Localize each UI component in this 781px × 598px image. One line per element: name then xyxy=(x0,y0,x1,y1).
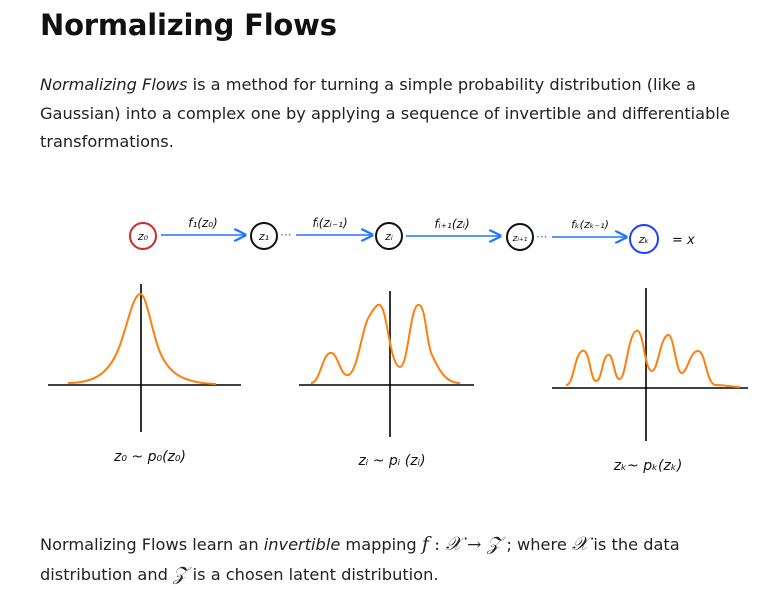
outro-text-1: Normalizing Flows learn an xyxy=(40,535,264,554)
density-curve-z0 xyxy=(67,293,217,385)
intro-emphasis: Normalizing Flows xyxy=(40,75,188,94)
arrow-fk: ··· fₖ(zₖ₋₁) xyxy=(536,218,626,244)
intro-text: is a method for turning a simple probabi… xyxy=(40,75,730,151)
page-title: Normalizing Flows xyxy=(40,8,337,42)
math-X: 𝒳 xyxy=(445,533,462,555)
dots-1: ··· xyxy=(280,228,291,242)
caption-z0: z₀ ~ p₀(z₀) xyxy=(113,449,186,465)
arrow-fi-label: fᵢ(zᵢ₋₁) xyxy=(312,216,347,230)
plot-z0 xyxy=(48,284,241,432)
outro-text-4: is the data distribution and xyxy=(40,535,680,584)
node-z0: z₀ xyxy=(129,222,157,250)
math-X2: 𝒳 xyxy=(571,533,589,555)
arrow-fi1: fᵢ₊₁(zᵢ) xyxy=(406,217,500,236)
equals-x-label: = x xyxy=(672,233,695,248)
math-Z: 𝒵 xyxy=(486,533,502,555)
node-zk: zₖ xyxy=(629,224,659,254)
caption-zi: zᵢ ~ pᵢ (zᵢ) xyxy=(357,453,425,469)
node-z0-label: z₀ xyxy=(137,230,149,243)
node-zi: zᵢ xyxy=(375,222,403,250)
arrow-fk-label: fₖ(zₖ₋₁) xyxy=(571,218,609,231)
node-zi1-label: zᵢ₊₁ xyxy=(512,234,528,244)
plot-zk xyxy=(552,288,748,441)
arrow-f1-label: f₁(z₀) xyxy=(188,216,218,230)
arrow-f1: f₁(z₀) xyxy=(161,216,245,235)
node-zi-label: zᵢ xyxy=(384,230,393,243)
outro-text-5: is a chosen latent distribution. xyxy=(187,565,439,584)
node-zi1: zᵢ₊₁ xyxy=(506,223,534,251)
math-colon: : xyxy=(428,535,446,555)
outro-paragraph: Normalizing Flows learn an invertible ma… xyxy=(40,530,740,589)
outro-emphasis: invertible xyxy=(263,535,341,554)
node-zk-label: zₖ xyxy=(638,233,650,246)
arrow-fi: ··· fᵢ(zᵢ₋₁) xyxy=(280,216,372,242)
arrow-fi1-label: fᵢ₊₁(zᵢ) xyxy=(434,217,469,231)
math-arrow: → xyxy=(461,535,487,555)
caption-zk: zₖ~ pₖ(zₖ) xyxy=(613,458,683,474)
dots-2: ··· xyxy=(536,230,547,244)
plot-zi xyxy=(299,291,474,437)
math-Z2: 𝒵 xyxy=(173,563,188,585)
outro-text-3: ; where xyxy=(501,535,572,554)
density-curve-zi xyxy=(310,303,461,384)
node-z1: z₁ xyxy=(250,222,278,250)
intro-paragraph: Normalizing Flows is a method for turnin… xyxy=(40,71,740,157)
outro-text-2: mapping xyxy=(340,535,422,554)
node-z1-label: z₁ xyxy=(258,230,269,243)
flow-diagram: z₀ z₁ zᵢ zᵢ₊₁ zₖ f₁(z₀) ··· fᵢ(zᵢ₋₁) fᵢ₊… xyxy=(48,216,748,474)
math-f: f xyxy=(421,533,429,555)
density-curve-zk xyxy=(565,329,741,388)
